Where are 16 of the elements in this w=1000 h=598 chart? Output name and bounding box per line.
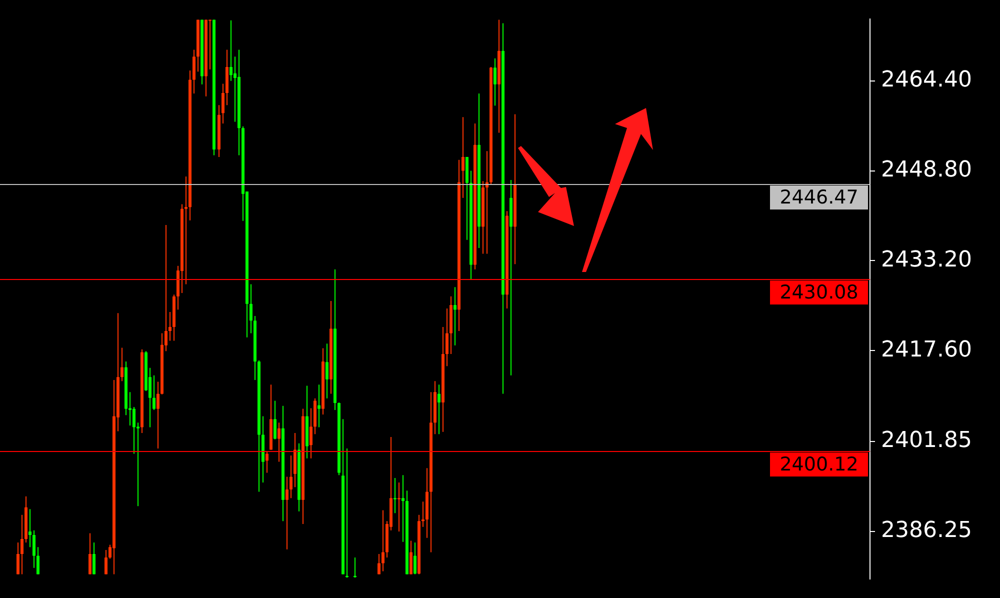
candlestick [402,475,404,542]
y-tick-label: 2433.20 [881,247,972,272]
candlestick [318,384,320,428]
ref-line-label: 2430.08 [780,281,858,304]
candlestick [28,509,32,548]
y-tick-label: 2448.80 [881,157,972,182]
y-tick-label: 2386.25 [881,518,972,543]
candlestick [394,478,396,514]
ref-line-label: 2446.47 [780,186,858,208]
y-tick-label: 2401.85 [881,428,972,454]
y-tick-label: 2464.40 [881,68,972,93]
candlestick [398,482,400,532]
y-tick-label: 2417.60 [881,337,972,362]
ref-line-label: 2400.12 [780,453,858,476]
candlestick [184,176,188,284]
candlestick [454,287,456,346]
